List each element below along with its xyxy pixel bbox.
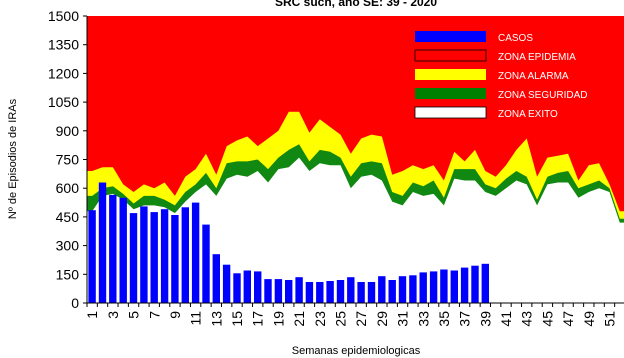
bar-casos — [109, 194, 117, 303]
legend-label: ZONA SEGURIDAD — [498, 90, 587, 101]
x-tick-label: 27 — [353, 311, 369, 327]
bar-casos — [181, 207, 189, 303]
bar-casos — [347, 277, 355, 303]
x-tick-label: 3 — [105, 311, 121, 319]
bar-casos — [140, 206, 148, 303]
bar-casos — [429, 271, 438, 303]
x-tick-label: 29 — [374, 311, 390, 327]
x-tick-label: 37 — [457, 311, 473, 327]
legend-label: ZONA EPIDEMIA — [498, 52, 576, 63]
x-tick-label: 43 — [519, 311, 535, 327]
y-tick-label: 1500 — [48, 8, 79, 24]
x-tick-label: 11 — [188, 311, 204, 326]
x-tick-label: 41 — [498, 311, 514, 327]
x-tick-label: 5 — [126, 311, 142, 319]
x-axis: 1 3 5 7 9 11 13 15 17 19 21 23 25 27 29 31 33 35 37 39 41 43 4… — [84, 302, 624, 327]
bar-casos — [150, 212, 158, 303]
x-tick-label: 13 — [208, 311, 224, 327]
bar-casos — [398, 276, 407, 303]
bar-casos — [471, 265, 479, 303]
y-axis: 0 150 300 450 600 750 900 1050 1200 1350 1500 — [48, 8, 88, 311]
legend-swatch — [415, 88, 486, 99]
legend-label: CASOS — [498, 33, 533, 44]
bar-casos — [460, 267, 469, 303]
x-tick-label: 49 — [581, 311, 597, 327]
bar-casos — [274, 279, 283, 303]
bar-casos — [305, 282, 314, 303]
bar-casos — [202, 224, 210, 303]
bar-casos — [481, 263, 489, 303]
x-tick-label: 23 — [312, 311, 328, 327]
legend-label: ZONA EXITO — [498, 109, 558, 120]
y-tick-label: 750 — [56, 152, 80, 168]
x-tick-label: 51 — [602, 311, 618, 327]
bar-casos — [264, 279, 272, 303]
bar-casos — [191, 202, 200, 303]
x-axis-label: Semanas epidemiologicas — [292, 345, 421, 357]
bar-casos — [357, 282, 365, 303]
legend-swatch — [415, 31, 486, 42]
bar-casos — [419, 272, 427, 303]
bar-casos — [285, 280, 293, 303]
bar-casos — [316, 282, 324, 303]
bar-casos — [254, 271, 262, 303]
x-tick-label: 25 — [333, 311, 349, 327]
x-tick-label: 7 — [146, 311, 162, 319]
bar-casos — [367, 282, 376, 303]
x-tick-label: 33 — [415, 311, 431, 327]
bar-casos — [212, 254, 220, 303]
bar-casos — [88, 210, 96, 303]
y-tick-label: 600 — [56, 180, 80, 196]
bar-casos — [160, 209, 169, 303]
legend-swatch — [415, 69, 486, 80]
bar-casos — [336, 280, 345, 303]
y-tick-label: 150 — [56, 266, 80, 282]
bar-casos — [409, 275, 417, 303]
plot-area — [87, 16, 624, 303]
bar-casos — [378, 276, 386, 303]
zone-exito — [87, 157, 624, 303]
bar-casos — [222, 264, 231, 303]
bar-casos — [119, 197, 127, 303]
x-tick-label: 9 — [167, 311, 183, 319]
y-axis-label: Nº de Episodios de IRAs — [7, 98, 19, 219]
x-tick-label: 45 — [539, 311, 555, 327]
x-tick-label: 31 — [395, 311, 411, 327]
x-tick-label: 19 — [270, 311, 286, 327]
y-tick-label: 300 — [56, 238, 80, 254]
x-tick-label: 17 — [250, 311, 266, 327]
bar-casos — [450, 270, 458, 303]
x-tick-label: 35 — [436, 311, 452, 327]
legend-swatch — [414, 49, 487, 62]
x-tick-label: 15 — [229, 311, 245, 327]
x-tick-label: 39 — [477, 311, 493, 327]
y-tick-label: 1200 — [48, 65, 79, 81]
bar-casos — [129, 213, 138, 303]
legend: CASOS ZONA EPIDEMIA ZONA ALARMA ZONA SEGURI… — [414, 31, 587, 120]
y-tick-label: 1050 — [48, 94, 79, 110]
x-tick-label: 21 — [291, 311, 307, 327]
legend-swatch — [414, 106, 487, 119]
y-tick-label: 450 — [56, 209, 80, 225]
bar-casos — [171, 215, 179, 303]
bar-casos — [98, 182, 107, 303]
bar-casos — [388, 280, 396, 303]
chart-title: SRC such, ano SE: 39 - 2020 — [275, 0, 437, 9]
bar-casos — [233, 273, 241, 303]
x-tick-label: 1 — [84, 311, 100, 319]
bar-casos — [295, 277, 303, 303]
y-tick-label: 1350 — [48, 37, 79, 53]
y-tick-label: 900 — [56, 123, 80, 139]
bar-casos — [326, 281, 334, 303]
y-tick-label: 0 — [71, 295, 79, 311]
legend-label: ZONA ALARMA — [498, 71, 569, 82]
x-tick-label: 47 — [560, 311, 576, 327]
bar-casos — [243, 270, 251, 303]
bar-casos — [440, 269, 448, 303]
